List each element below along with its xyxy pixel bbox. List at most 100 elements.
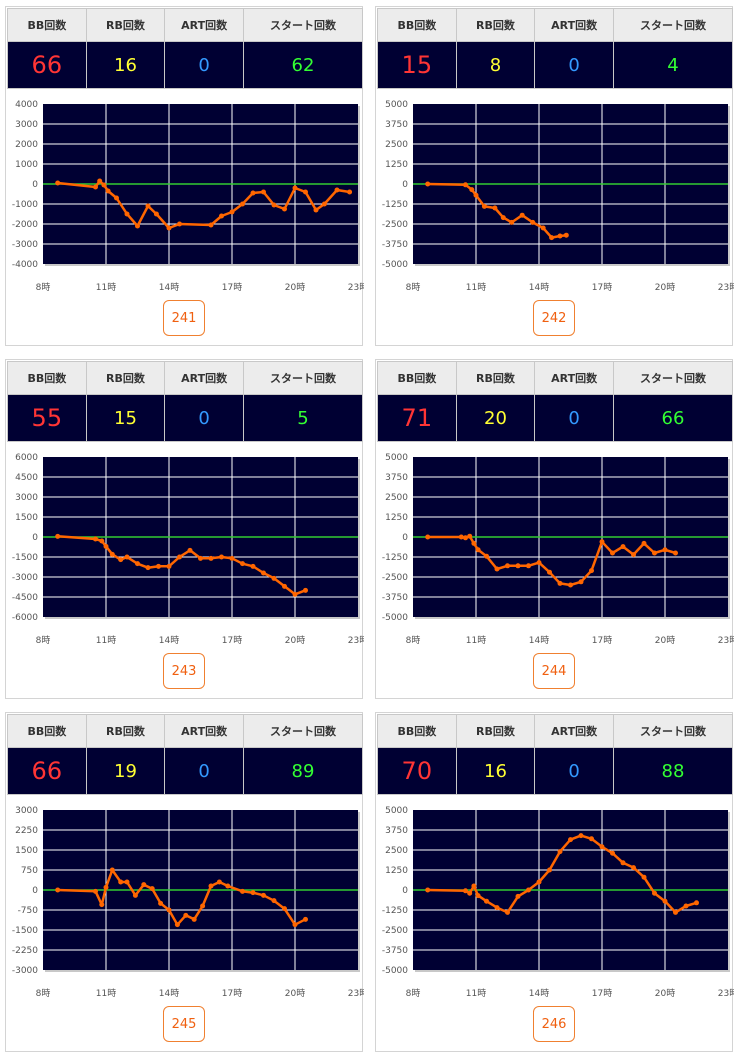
data-point: [563, 232, 569, 238]
y-tick-label: -3000: [12, 573, 38, 583]
y-tick-label: -1500: [12, 553, 38, 563]
data-point: [101, 182, 107, 188]
data-point: [578, 833, 584, 839]
y-tick-label: 5000: [385, 453, 408, 463]
rb-count: 8: [455, 41, 536, 89]
art-header: ART回数: [534, 361, 614, 395]
data-point: [303, 916, 308, 922]
machine-number-button[interactable]: 245: [163, 1006, 205, 1042]
data-point: [500, 215, 506, 221]
bb-header: BB回数: [377, 8, 457, 42]
bb-header: BB回数: [7, 8, 87, 42]
data-point: [166, 225, 172, 231]
y-tick-label: 1000: [15, 160, 38, 170]
start-count: 62: [243, 41, 363, 89]
y-tick-label: 5000: [385, 100, 408, 110]
data-point: [557, 580, 563, 586]
data-point: [177, 221, 182, 227]
y-tick-label: -3750: [382, 946, 408, 956]
y-tick-label: -5000: [382, 966, 408, 976]
slump-chart: 8時 11時 14時 17時 20時 23時 6000 4500 3000 1500 0 -1500 -…: [12, 453, 364, 644]
data-point: [321, 201, 327, 207]
data-point: [250, 890, 256, 896]
slump-chart: 8時 11時 14時 17時 20時 23時 5000 3750 2500 1250 0 -1250 -…: [382, 453, 734, 644]
bb-header: BB回数: [377, 361, 457, 395]
start-header: スタート回数: [243, 8, 363, 42]
machine-number-button[interactable]: 246: [533, 1006, 575, 1042]
x-tick-label: 14時: [159, 988, 179, 997]
rb-header: RB回数: [455, 714, 536, 748]
bb-header: BB回数: [377, 714, 457, 748]
art-header: ART回数: [164, 8, 244, 42]
data-point: [208, 555, 214, 561]
start-count: 5: [243, 394, 363, 442]
data-point: [229, 209, 235, 215]
data-point: [183, 912, 189, 918]
y-tick-label: 1250: [385, 513, 408, 523]
data-point: [471, 540, 477, 546]
data-point: [610, 550, 615, 556]
data-point: [118, 879, 124, 885]
x-tick-label: 14時: [159, 282, 179, 291]
data-point: [135, 561, 140, 567]
data-point: [536, 560, 542, 566]
data-point: [334, 187, 340, 193]
y-tick-label: 3000: [15, 806, 38, 816]
data-point: [271, 575, 277, 581]
machine-number-button[interactable]: 243: [163, 653, 205, 689]
rb-header: RB回数: [85, 714, 166, 748]
y-tick-label: -1000: [12, 200, 38, 210]
x-tick-label: 11時: [466, 988, 486, 997]
y-tick-label: 4500: [15, 473, 38, 483]
data-point: [475, 547, 481, 553]
data-point: [208, 222, 214, 228]
data-point: [494, 905, 500, 911]
data-point: [271, 202, 277, 208]
machine-number-button[interactable]: 242: [533, 300, 575, 336]
data-point: [166, 563, 172, 569]
art-header: ART回数: [164, 714, 244, 748]
data-point: [118, 557, 124, 563]
machine-number-button[interactable]: 241: [163, 300, 205, 336]
data-point: [641, 540, 647, 546]
x-tick-label: 20時: [655, 282, 675, 291]
y-tick-label: 3750: [385, 120, 408, 130]
y-tick-label: -3750: [382, 240, 408, 250]
data-point: [505, 563, 510, 569]
data-point: [526, 563, 531, 569]
y-tick-label: 3750: [385, 473, 408, 483]
start-count: 89: [243, 747, 363, 795]
data-point: [694, 900, 699, 906]
data-point: [540, 225, 546, 231]
data-point: [557, 233, 563, 239]
data-point: [55, 180, 61, 186]
y-tick-label: -3000: [12, 966, 38, 976]
data-point: [55, 887, 61, 893]
y-tick-label: 2500: [385, 140, 408, 150]
machine-card: BB回数 RB回数 ART回数 スタート回数 66 19 0 89 245 8時 11時 14時 17時…: [5, 712, 364, 1052]
x-tick-label: 14時: [529, 635, 549, 644]
y-tick-label: 2500: [385, 493, 408, 503]
data-point: [620, 544, 626, 550]
data-point: [149, 886, 155, 892]
art-header: ART回数: [164, 361, 244, 395]
data-point: [103, 884, 109, 890]
x-tick-label: 11時: [96, 282, 116, 291]
data-point: [219, 213, 224, 219]
x-tick-label: 20時: [285, 988, 305, 997]
data-point: [135, 223, 140, 229]
machine-number-button[interactable]: 244: [533, 653, 575, 689]
data-point: [99, 902, 105, 908]
y-tick-label: -6000: [12, 613, 38, 623]
x-tick-label: 23時: [348, 282, 364, 291]
y-tick-label: 0: [402, 180, 408, 190]
bb-header: BB回数: [7, 361, 87, 395]
data-point: [200, 903, 206, 909]
machine-card: BB回数 RB回数 ART回数 スタート回数 55 15 0 5 243 8時 11時 14時 17時 2…: [5, 359, 364, 699]
y-tick-label: -2500: [382, 220, 408, 230]
data-point: [124, 211, 130, 217]
rb-count: 19: [85, 747, 166, 795]
y-tick-label: -1250: [382, 200, 408, 210]
x-tick-label: 11時: [466, 282, 486, 291]
data-point: [141, 882, 147, 888]
